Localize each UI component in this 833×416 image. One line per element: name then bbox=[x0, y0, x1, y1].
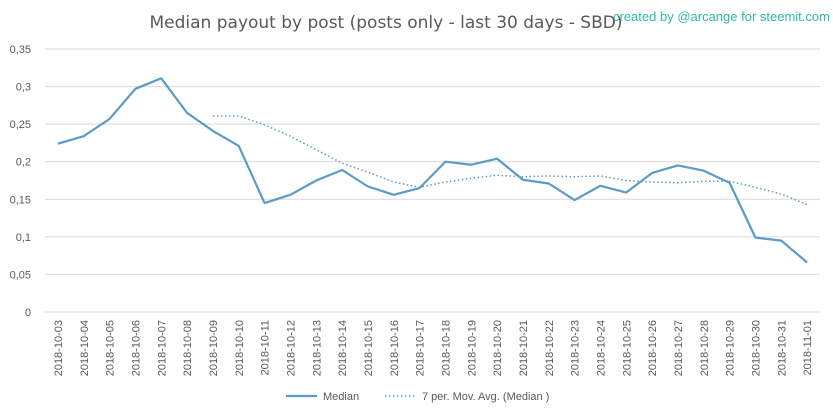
gridlines bbox=[45, 48, 820, 313]
x-tick-label: 2018-11-01 bbox=[802, 320, 814, 375]
x-tick-label: 2018-10-18 bbox=[440, 320, 452, 376]
x-tick-label: 2018-10-15 bbox=[363, 320, 375, 376]
x-tick-label: 2018-10-21 bbox=[518, 320, 530, 376]
x-tick-label: 2018-10-11 bbox=[260, 320, 272, 375]
x-tick-label: 2018-10-16 bbox=[389, 320, 401, 376]
x-tick-label: 2018-10-29 bbox=[725, 320, 737, 376]
x-tick-label: 2018-10-09 bbox=[208, 320, 220, 376]
x-tick-label: 2018-10-08 bbox=[182, 320, 194, 376]
x-tick-label: 2018-10-25 bbox=[621, 320, 633, 376]
x-tick-label: 2018-10-07 bbox=[156, 320, 168, 376]
x-tick-label: 2018-10-05 bbox=[105, 320, 117, 376]
x-tick-label: 2018-10-10 bbox=[234, 320, 246, 376]
x-tick-label: 2018-10-17 bbox=[415, 320, 427, 376]
x-tick-label: 2018-10-19 bbox=[466, 320, 478, 376]
median-line bbox=[57, 77, 808, 264]
x-tick-label: 2018-10-04 bbox=[79, 320, 91, 376]
x-tick-label: 2018-10-31 bbox=[776, 320, 788, 376]
x-tick-label: 2018-10-13 bbox=[311, 320, 323, 376]
y-tick-label: 0,35 bbox=[10, 44, 31, 56]
x-tick-label: 2018-10-22 bbox=[544, 320, 556, 376]
x-axis-ticks: 2018-10-03 2018-10-04 2018-10-05 2018-10-06… bbox=[53, 320, 814, 376]
x-tick-label: 2018-10-03 bbox=[53, 320, 65, 376]
chart-credit: created by @arcange for steemit.com bbox=[613, 9, 830, 24]
y-tick-label: 0 bbox=[25, 307, 31, 319]
x-tick-label: 2018-10-23 bbox=[570, 320, 582, 376]
x-tick-label: 2018-10-24 bbox=[595, 320, 607, 376]
y-tick-label: 0,3 bbox=[16, 82, 31, 94]
x-tick-label: 2018-10-28 bbox=[699, 320, 711, 376]
moving-average-line bbox=[212, 115, 808, 206]
chart-title: Median payout by post (posts only - last… bbox=[150, 13, 623, 33]
y-tick-label: 0,2 bbox=[16, 157, 31, 169]
x-tick-label: 2018-10-06 bbox=[130, 320, 142, 376]
x-tick-label: 2018-10-26 bbox=[647, 320, 659, 376]
y-tick-label: 0,15 bbox=[10, 194, 31, 206]
x-tick-label: 2018-10-20 bbox=[492, 320, 504, 376]
series-lines bbox=[57, 77, 808, 264]
x-tick-label: 2018-10-12 bbox=[285, 320, 297, 376]
legend-label: Median bbox=[323, 391, 359, 403]
legend: Median 7 per. Mov. Avg. (Median ) bbox=[286, 391, 549, 403]
y-axis-ticks: 0 0,05 0,1 0,15 0,2 0,25 0,3 0,35 bbox=[10, 44, 31, 319]
y-tick-label: 0,05 bbox=[10, 269, 31, 281]
x-tick-label: 2018-10-27 bbox=[673, 320, 685, 376]
x-tick-label: 2018-10-14 bbox=[337, 320, 349, 376]
y-tick-label: 0,1 bbox=[16, 232, 31, 244]
legend-label: 7 per. Mov. Avg. (Median ) bbox=[422, 391, 549, 403]
y-tick-label: 0,25 bbox=[10, 119, 31, 131]
x-tick-label: 2018-10-30 bbox=[750, 320, 762, 376]
